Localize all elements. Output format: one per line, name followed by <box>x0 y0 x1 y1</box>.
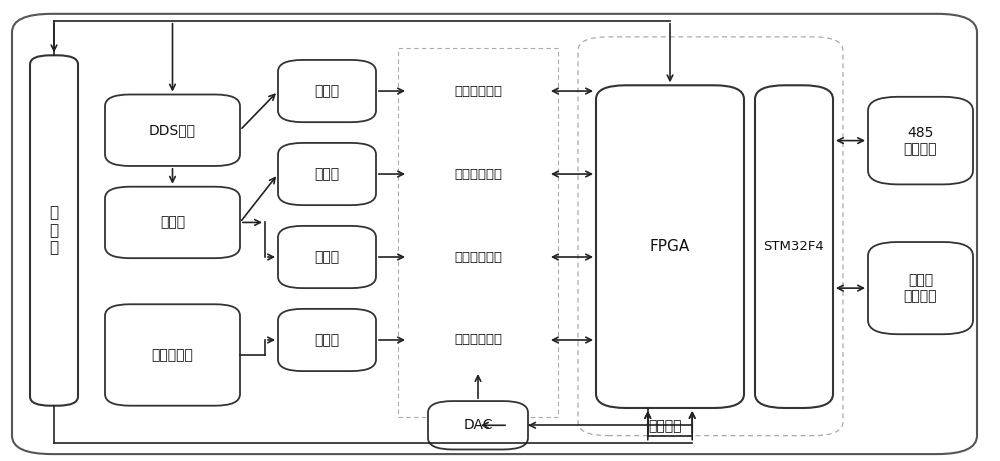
Text: 485
通信接口: 485 通信接口 <box>904 125 937 156</box>
Text: 以太网
通信接口: 以太网 通信接口 <box>904 273 937 303</box>
FancyBboxPatch shape <box>105 304 240 406</box>
FancyBboxPatch shape <box>12 14 977 454</box>
Text: DDS芯片: DDS芯片 <box>149 123 196 137</box>
FancyBboxPatch shape <box>30 55 78 406</box>
Text: 激
振
体: 激 振 体 <box>49 206 59 255</box>
FancyBboxPatch shape <box>408 60 548 122</box>
Text: 主控系统: 主控系统 <box>648 420 682 433</box>
Text: 传感器: 传感器 <box>314 84 340 98</box>
Text: STM32F4: STM32F4 <box>764 240 824 253</box>
FancyBboxPatch shape <box>105 95 240 166</box>
Text: 传感器: 传感器 <box>314 250 340 264</box>
FancyBboxPatch shape <box>278 226 376 288</box>
Text: FPGA: FPGA <box>650 239 690 254</box>
Text: DAC: DAC <box>463 418 493 432</box>
FancyBboxPatch shape <box>408 143 548 205</box>
FancyBboxPatch shape <box>278 309 376 371</box>
Bar <box>398 48 558 417</box>
FancyBboxPatch shape <box>868 97 973 184</box>
FancyBboxPatch shape <box>105 187 240 258</box>
Text: 传感器: 传感器 <box>314 167 340 181</box>
FancyBboxPatch shape <box>868 242 973 334</box>
Text: 数据采集电路: 数据采集电路 <box>454 167 502 181</box>
FancyBboxPatch shape <box>278 60 376 122</box>
FancyBboxPatch shape <box>408 309 548 371</box>
FancyBboxPatch shape <box>596 85 744 408</box>
FancyBboxPatch shape <box>428 401 528 449</box>
FancyBboxPatch shape <box>408 226 548 288</box>
Text: 传感器: 传感器 <box>314 333 340 347</box>
Text: 执行器: 执行器 <box>160 215 185 230</box>
Text: 数据采集电路: 数据采集电路 <box>454 250 502 264</box>
FancyBboxPatch shape <box>278 143 376 205</box>
Text: 数据采集电路: 数据采集电路 <box>454 84 502 98</box>
Text: 数据采集电路: 数据采集电路 <box>454 333 502 347</box>
FancyBboxPatch shape <box>578 37 843 436</box>
FancyBboxPatch shape <box>755 85 833 408</box>
Text: 惯性传感器: 惯性传感器 <box>152 348 193 362</box>
